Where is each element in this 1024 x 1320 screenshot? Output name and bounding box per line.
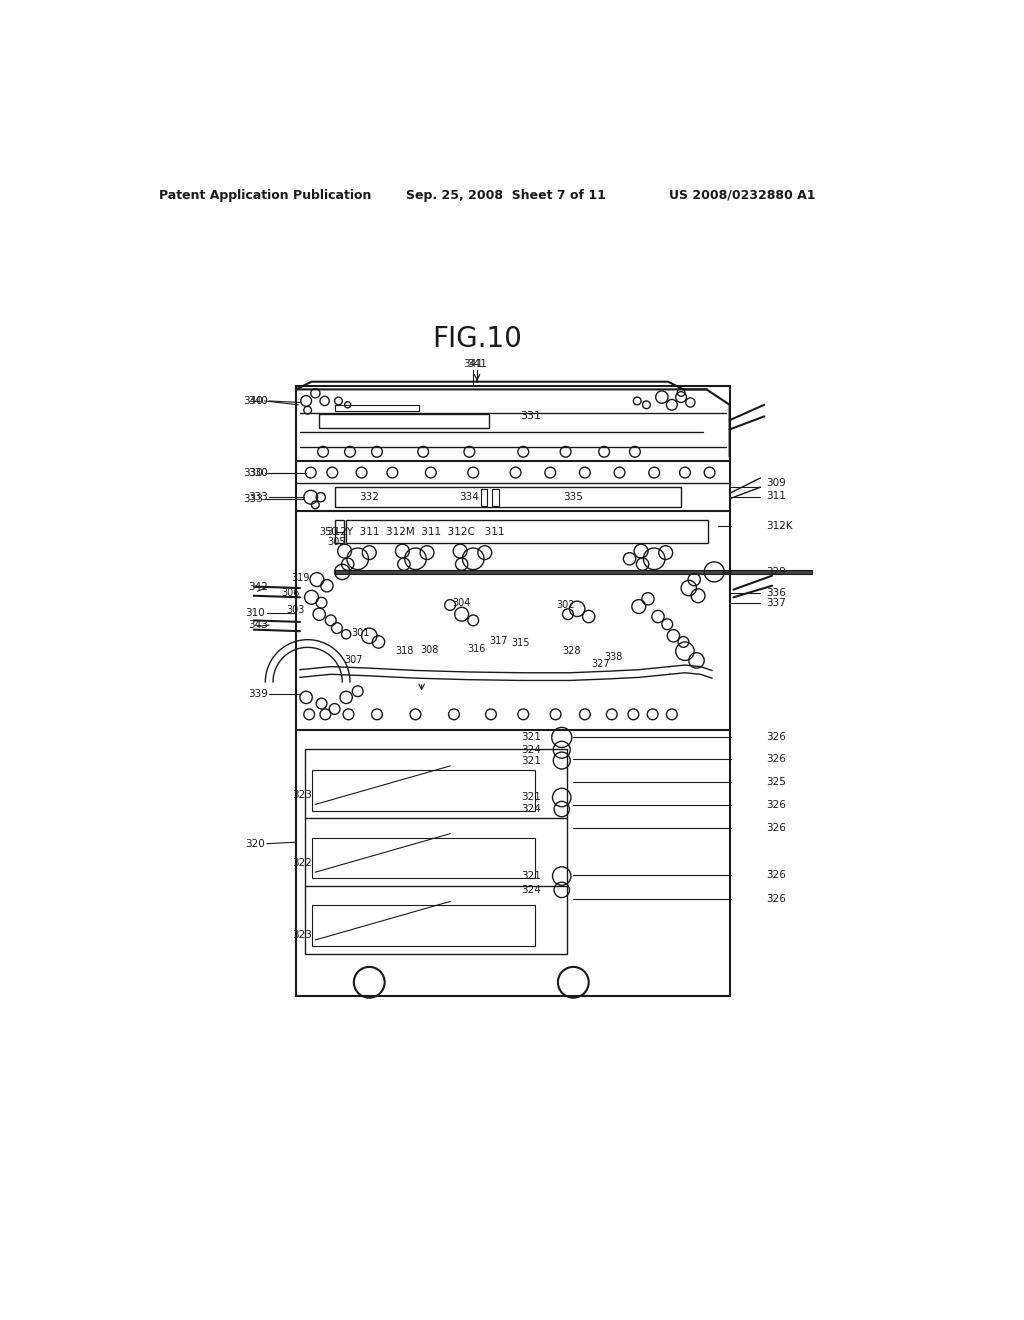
Text: FIG.10: FIG.10 [432,325,522,354]
Text: 321: 321 [521,755,541,766]
Text: 341: 341 [467,359,487,370]
Text: 316: 316 [467,644,485,653]
Bar [319,414,488,428]
Text: 321: 321 [521,733,541,742]
Bar [335,570,812,574]
Bar [335,520,344,544]
Bar [305,748,567,954]
Text: 334: 334 [460,492,479,502]
Text: 343: 343 [248,620,267,630]
Text: 315: 315 [512,639,530,648]
Text: 339: 339 [248,689,267,698]
Text: 326: 326 [767,824,786,833]
Text: 336: 336 [767,589,786,598]
Text: 330: 330 [248,467,267,478]
Text: 335: 335 [563,492,584,502]
Text: US 2008/0232880 A1: US 2008/0232880 A1 [670,189,816,202]
Text: 311: 311 [767,491,786,500]
Text: 306: 306 [282,589,300,598]
Bar [311,906,535,946]
Text: Sep. 25, 2008  Sheet 7 of 11: Sep. 25, 2008 Sheet 7 of 11 [406,189,605,202]
Text: 307: 307 [345,656,364,665]
Text: 329: 329 [767,566,786,577]
Text: 319: 319 [291,573,309,583]
Text: 342: 342 [248,582,267,591]
Bar [335,405,419,411]
Text: 328: 328 [562,647,581,656]
Text: 303: 303 [286,606,304,615]
Text: 333: 333 [243,494,263,504]
Text: 317: 317 [489,636,508,647]
Text: 333: 333 [248,492,267,502]
Text: 324: 324 [521,804,541,814]
Text: 305: 305 [328,537,346,546]
Text: Patent Application Publication: Patent Application Publication [159,189,372,202]
Text: 340: 340 [244,396,263,407]
Text: 338: 338 [604,652,623,663]
Bar [493,488,499,506]
Text: 304: 304 [453,598,471,609]
Text: 324: 324 [521,884,541,895]
Text: 310: 310 [246,607,265,618]
Bar [335,570,812,574]
Text: 321: 321 [521,871,541,880]
Text: 325: 325 [767,777,786,787]
Bar [311,838,535,878]
Text: 302: 302 [556,601,574,610]
Text: 340: 340 [248,396,267,407]
Bar [311,770,535,810]
Text: 326: 326 [767,754,786,764]
Text: 320: 320 [246,838,265,849]
Bar [296,385,730,997]
Text: 332: 332 [359,492,379,502]
Text: 337: 337 [767,598,786,607]
Text: 312K: 312K [767,520,794,531]
Text: 312Y  311  312M  311  312C   311: 312Y 311 312M 311 312C 311 [327,527,504,537]
Text: 331: 331 [520,412,542,421]
Text: 301: 301 [351,628,370,639]
Bar [481,488,487,506]
Text: 326: 326 [767,870,786,879]
Text: 323: 323 [292,929,312,940]
Text: 321: 321 [521,792,541,803]
Text: 330: 330 [244,467,263,478]
Text: 327: 327 [591,659,609,669]
Text: 350: 350 [319,527,338,537]
Text: 323: 323 [292,791,312,800]
Bar [346,520,708,544]
Bar [335,487,681,507]
Text: 324: 324 [521,744,541,755]
Text: 326: 326 [767,894,786,904]
Text: 326: 326 [767,733,786,742]
Text: 318: 318 [395,647,414,656]
Text: 308: 308 [420,644,438,655]
Text: 341: 341 [463,359,483,370]
Text: 309: 309 [767,478,786,488]
Text: 326: 326 [767,800,786,810]
Text: 322: 322 [292,858,312,869]
